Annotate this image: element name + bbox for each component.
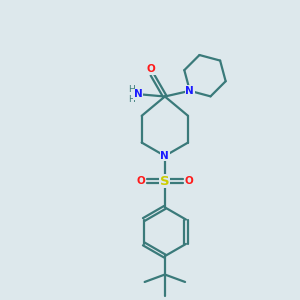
Text: O: O	[185, 176, 194, 186]
Text: N: N	[134, 89, 142, 99]
Text: O: O	[136, 176, 145, 186]
Text: O: O	[146, 64, 155, 74]
Text: N: N	[160, 151, 169, 161]
Text: N: N	[185, 86, 194, 96]
Text: H: H	[128, 95, 135, 104]
Text: H: H	[128, 85, 135, 94]
Text: S: S	[160, 175, 170, 188]
